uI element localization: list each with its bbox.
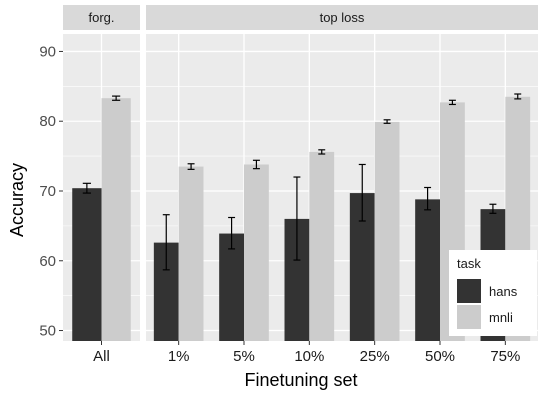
facet-strip-label: top loss [320,10,365,25]
legend-label-hans: hans [489,284,518,299]
legend-key-mnli [457,305,481,329]
y-axis-title: Accuracy [7,163,27,237]
facet-strip [146,5,538,30]
legend-key-hans [457,279,481,303]
error-bar-hans [489,203,497,214]
x-tick-label: 75% [490,348,520,365]
y-tick-label: 70 [39,183,56,200]
panel-0: forg. [63,5,140,341]
x-axis-title: Finetuning set [244,370,357,390]
x-tick-label: 10% [294,348,324,365]
error-bar-hans [293,176,301,261]
bar-hans [72,188,102,341]
x-tick-label: 1% [168,348,190,365]
x-tick-label: All [93,348,110,365]
legend: task hans mnli [449,250,537,336]
error-bar-hans [424,186,432,211]
y-tick-label: 80 [39,113,56,130]
bar-mnli [178,166,204,341]
x-tick-label: 50% [425,348,455,365]
bar-mnli [309,151,335,341]
facet-strip-label: forg. [88,10,114,25]
error-bar-hans [228,216,236,250]
error-bar-mnli [448,99,456,106]
error-bar-mnli [383,119,391,124]
x-tick-label: 25% [360,348,390,365]
x-axis: All 1% 5% 10% 25% 50% 75% [93,341,520,365]
bar-mnli [244,164,269,341]
facet-strip [63,5,140,30]
error-bar-mnli [187,163,195,170]
error-bar-hans [358,163,366,222]
legend-title: task [457,256,481,271]
y-tick-label: 90 [39,43,56,60]
bar-hans [219,233,244,341]
error-bar-hans [162,214,170,271]
error-bar-mnli [112,95,121,101]
bar-mnli [101,98,131,341]
x-tick-label: 5% [233,348,255,365]
y-axis: 50 60 70 80 90 [39,43,63,340]
error-bar-mnli [514,93,522,100]
error-bar-mnli [318,149,326,155]
y-tick-label: 50 [39,323,56,340]
error-bar-hans [82,182,91,194]
bar-hans [415,199,440,341]
error-bar-mnli [252,159,260,170]
y-tick-label: 60 [39,253,56,270]
bar-mnli [374,121,400,341]
legend-label-mnli: mnli [489,310,513,325]
